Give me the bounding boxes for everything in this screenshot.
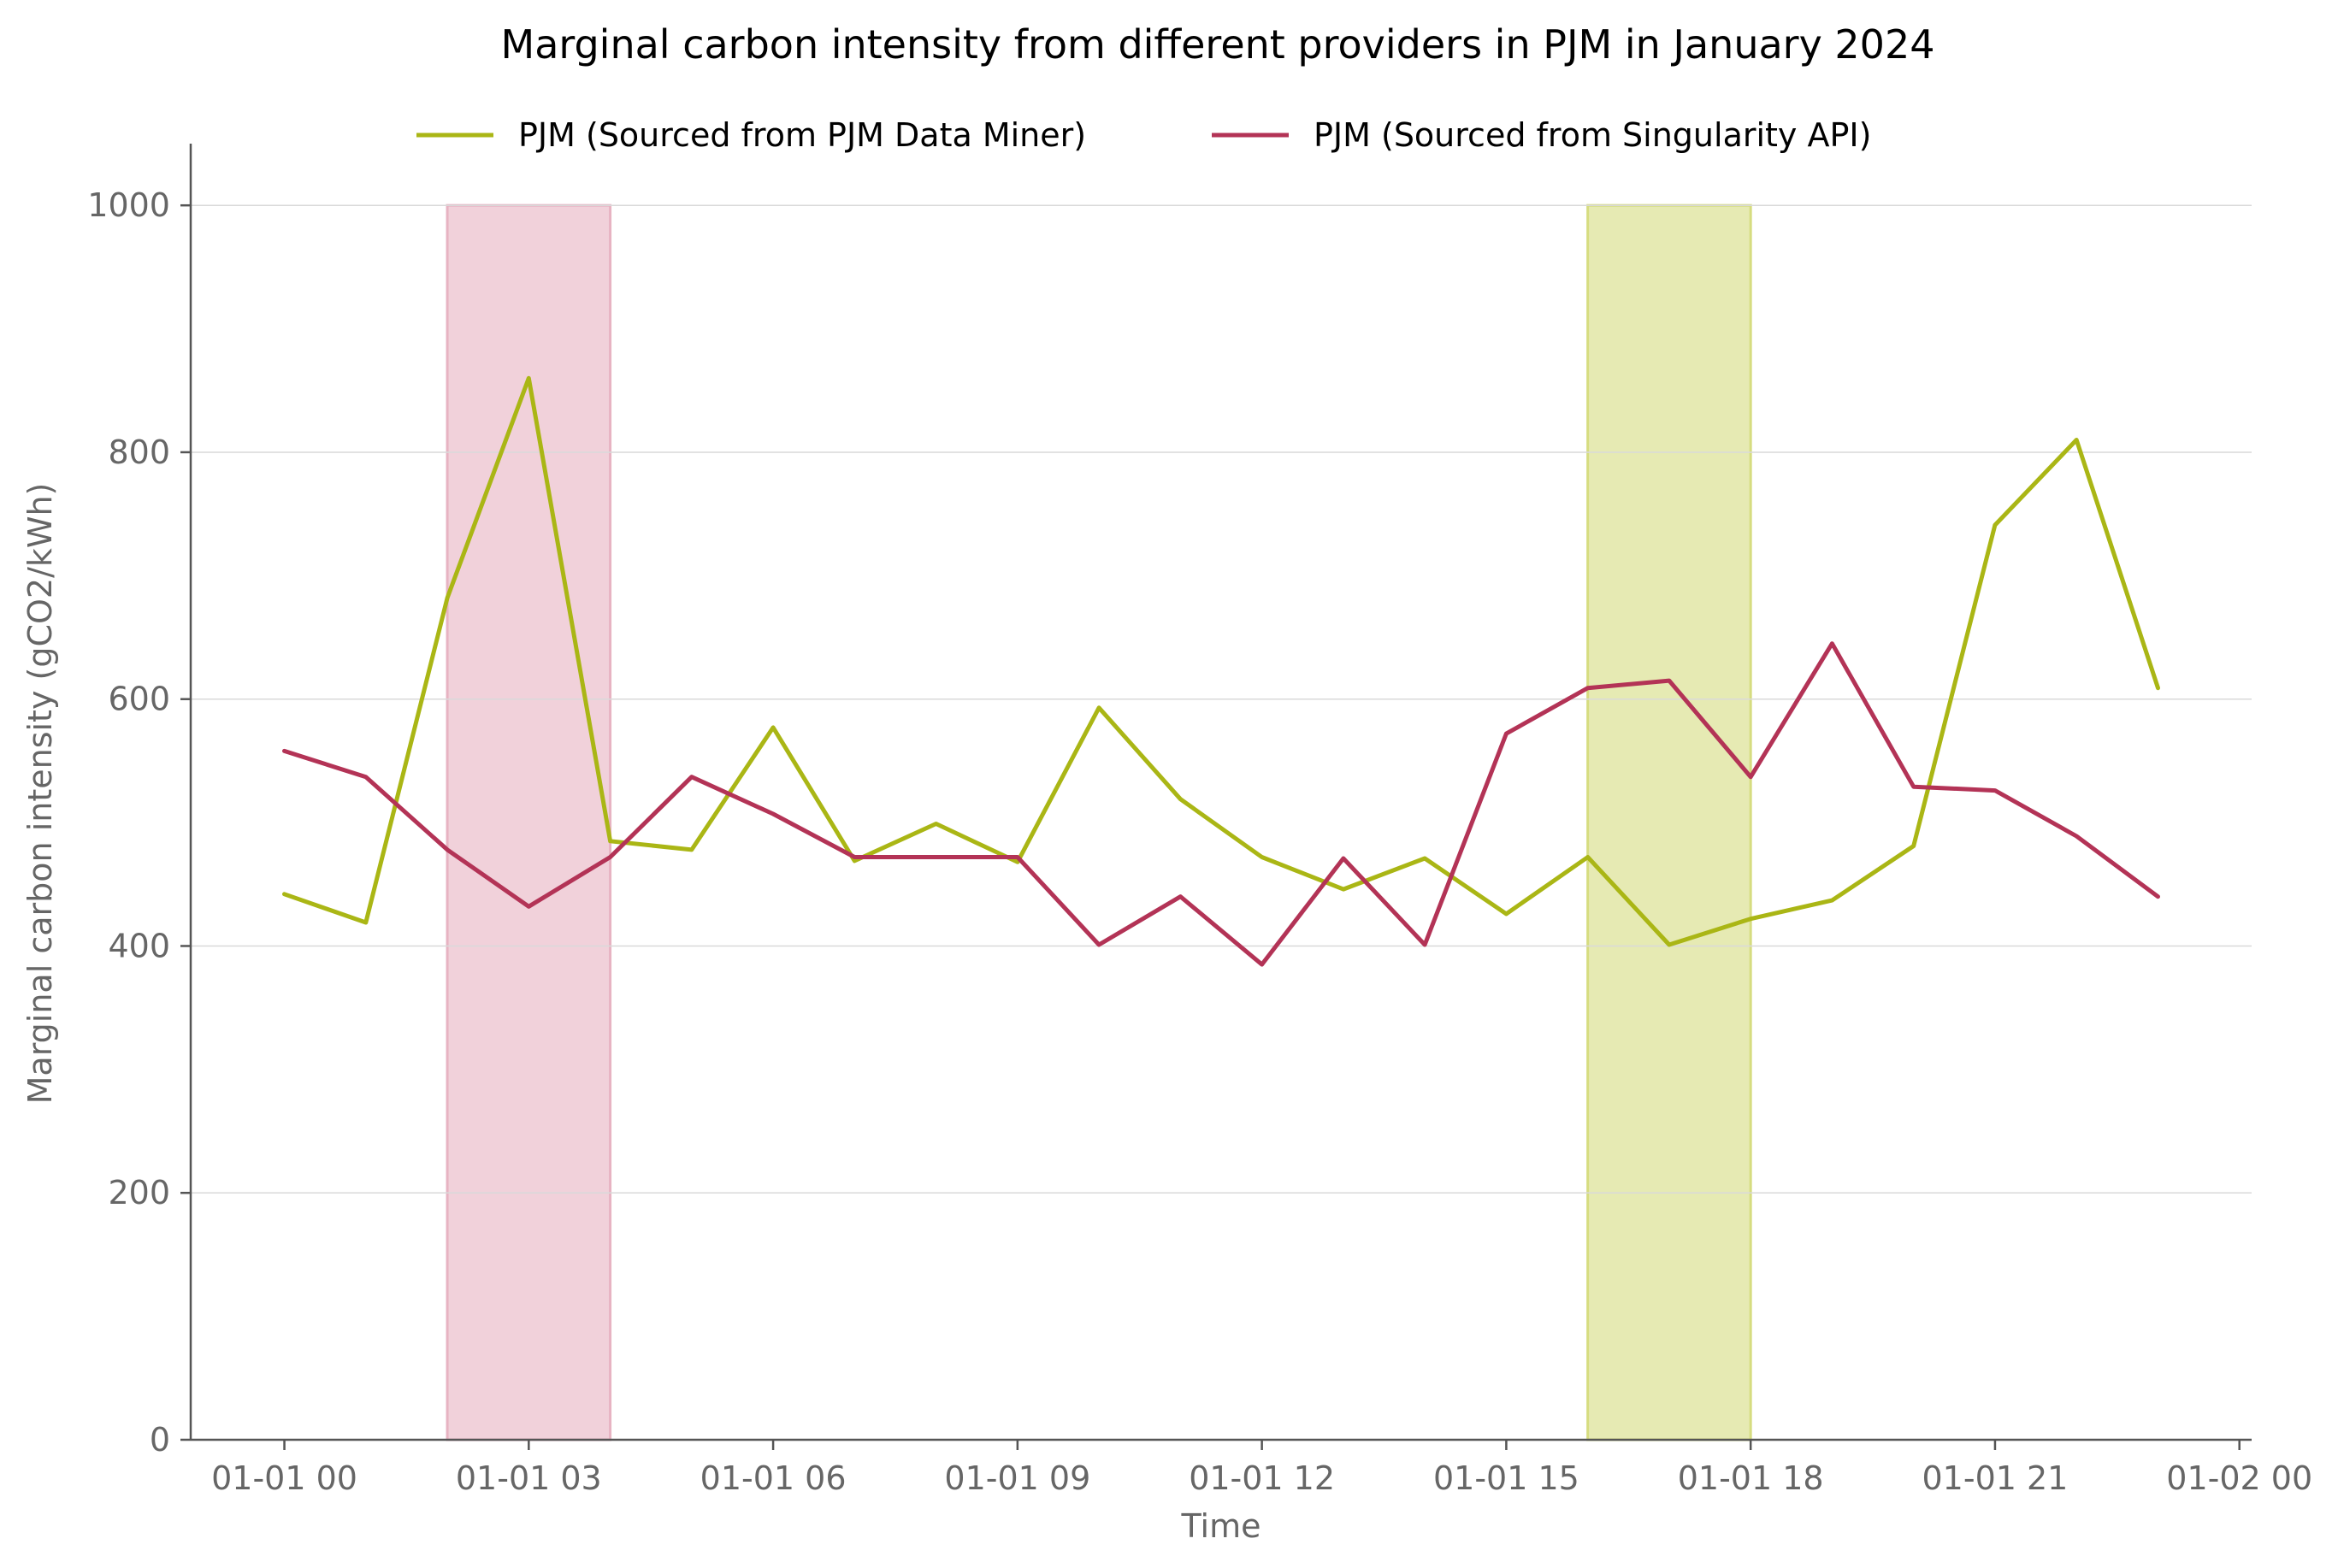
- highlight-band-1: [446, 203, 612, 1441]
- legend: PJM (Sourced from PJM Data Miner) PJM (S…: [416, 116, 1871, 154]
- chart-title: Marginal carbon intensity from different…: [501, 21, 1935, 68]
- y-tick-label-600: 600: [108, 681, 170, 718]
- axes: [189, 144, 2252, 1441]
- x-axis-ticks: 01-01 00 01-01 03 01-01 06 01-01 09 01-01 12…: [211, 1440, 2312, 1497]
- y-tick-label-800: 800: [108, 433, 170, 471]
- x-tick-label-4: 01-01 12: [1189, 1459, 1335, 1497]
- y-tick-label-200: 200: [108, 1174, 170, 1211]
- highlight-bands: [446, 203, 1752, 1441]
- x-axis-label: Time: [1181, 1507, 1261, 1545]
- grid-lines: [191, 204, 2252, 1194]
- y-tick-label-1000: 1000: [87, 186, 170, 224]
- x-tick-label-7: 01-01 21: [1922, 1459, 2069, 1497]
- legend-label-data-miner: PJM (Sourced from PJM Data Miner): [518, 116, 1086, 154]
- series-line-2: [282, 641, 2160, 967]
- x-tick-label-6: 01-01 18: [1678, 1459, 1824, 1497]
- series-line-1: [282, 375, 2160, 947]
- y-axis-label: Marginal carbon intensity (gCO2/kWh): [21, 483, 59, 1105]
- legend-label-singularity: PJM (Sourced from Singularity API): [1314, 116, 1871, 154]
- x-tick-label-1: 01-01 03: [456, 1459, 602, 1497]
- x-tick-label-2: 01-01 06: [700, 1459, 847, 1497]
- y-tick-label-0: 0: [150, 1421, 170, 1459]
- x-tick-label-8: 01-02 00: [2166, 1459, 2312, 1497]
- x-tick-label-3: 01-01 09: [944, 1459, 1090, 1497]
- y-tick-label-400: 400: [108, 927, 170, 964]
- x-tick-label-5: 01-01 15: [1433, 1459, 1579, 1497]
- highlight-band-2: [1586, 203, 1752, 1441]
- x-tick-label-0: 01-01 00: [211, 1459, 357, 1497]
- series-lines: [282, 375, 2160, 967]
- y-axis-ticks: 0 200 400 600 800 1000: [87, 186, 191, 1459]
